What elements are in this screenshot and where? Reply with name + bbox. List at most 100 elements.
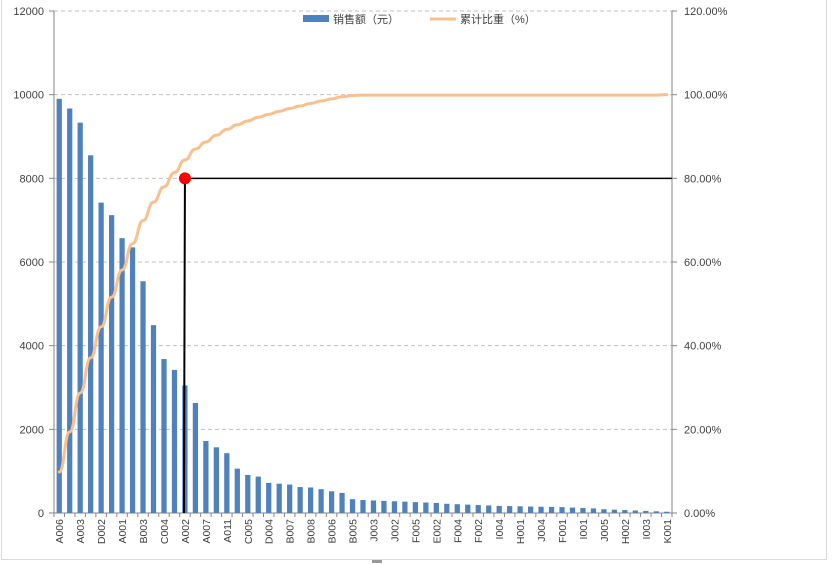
bar-g001 (318, 489, 324, 513)
bar-i001 (580, 507, 586, 513)
y2-tick-label: 80.00% (684, 173, 722, 185)
bar-b009 (297, 487, 303, 513)
legend-label-sales: 销售额（元） (333, 12, 399, 26)
bar-a001 (119, 238, 125, 513)
y-tick-label: 8000 (20, 173, 44, 185)
bar-d004 (266, 482, 272, 513)
x-tick-label: A007 (201, 519, 213, 544)
bar-c001 (108, 215, 115, 513)
bar-d003 (255, 476, 261, 513)
bar-j002 (391, 501, 398, 513)
x-tick-label: D002 (96, 519, 108, 544)
bar-d001 (234, 468, 240, 513)
x-tick-label: F005 (410, 519, 422, 543)
x-tick-label: J004 (536, 519, 548, 542)
bar-a011 (224, 453, 230, 513)
bar-c002 (192, 402, 199, 513)
bar-g002 (339, 492, 345, 513)
y2-tick-label: 40.00% (684, 341, 722, 353)
x-tick-label: I003 (641, 519, 653, 540)
bar-f001 (548, 506, 555, 513)
y-tick-label: 2000 (20, 424, 44, 436)
x-tick-label: I004 (494, 519, 506, 540)
bar-a003 (77, 122, 83, 513)
bar-g003 (360, 500, 366, 513)
bar-h002 (622, 510, 628, 513)
x-tick-label: D004 (264, 519, 276, 544)
cumulative-line (57, 93, 669, 474)
bar-i003 (643, 510, 649, 513)
x-tick-label: H002 (620, 519, 632, 544)
x-tick-label: F002 (473, 519, 485, 543)
bar-j003 (370, 500, 377, 513)
bar-i002 (486, 505, 492, 513)
x-tick-label: F001 (557, 519, 569, 543)
y-tick-label: 10000 (13, 90, 44, 102)
x-tick-label: J005 (599, 519, 611, 542)
y-tick-label: 6000 (20, 257, 44, 269)
bar-e002 (433, 502, 439, 513)
bar-b007 (287, 484, 293, 513)
x-tick-label: B008 (306, 519, 318, 544)
bar-h001 (517, 506, 523, 513)
bar-a006 (56, 98, 62, 513)
bar-h003 (611, 509, 618, 513)
x-tick-label: H001 (515, 519, 527, 544)
bar-k001 (664, 511, 670, 513)
y2-tick-label: 20.00% (684, 424, 722, 436)
x-tick-label: K001 (662, 519, 674, 544)
bar-a007 (203, 441, 209, 513)
marker-80-percent (178, 172, 191, 185)
legend-swatch-sales (303, 15, 329, 22)
bar-b003 (140, 281, 146, 513)
reference-line-vertical (182, 178, 186, 514)
x-tick-label: I001 (578, 519, 590, 540)
y-tick-label: 12000 (13, 6, 44, 18)
y2-tick-label: 120.00% (684, 6, 728, 18)
bar-f001 (559, 507, 565, 513)
resize-handle[interactable] (372, 560, 382, 563)
bar-c004 (161, 359, 167, 513)
x-tick-label: A011 (222, 519, 234, 543)
y2-tick-label: 100.00% (684, 90, 728, 102)
y2-tick-label: 0.00% (684, 508, 715, 520)
x-tick-label: C005 (243, 519, 255, 544)
bar-f002 (475, 505, 481, 513)
bar-a008 (213, 447, 219, 513)
bar-k002 (632, 510, 638, 513)
bar-i004 (496, 505, 502, 513)
x-tick-label: J002 (389, 519, 401, 542)
bar-j007 (590, 508, 597, 513)
bar-d002 (98, 202, 104, 513)
x-tick-label: B003 (138, 519, 150, 544)
bar-b001 (67, 108, 73, 513)
x-tick-label: B007 (285, 519, 297, 544)
bar-b002 (150, 325, 157, 513)
bar-f002 (402, 501, 408, 513)
bar-a004 (88, 155, 94, 513)
x-tick-label: B005 (348, 519, 360, 544)
bar-i005 (527, 506, 534, 513)
bar-b008 (308, 487, 314, 513)
bar-b004 (129, 247, 136, 513)
y-tick-label: 4000 (20, 341, 44, 353)
x-tick-label: E002 (431, 519, 443, 544)
x-tick-label: F004 (452, 519, 464, 543)
x-tick-label: B006 (327, 519, 339, 544)
x-tick-label: A002 (180, 519, 192, 544)
x-tick-label: J003 (368, 519, 380, 542)
x-tick-label: A001 (117, 519, 129, 544)
legend-label-cumulative: 累计比重（%） (460, 12, 536, 26)
y-tick-label: 0 (38, 508, 44, 520)
bar-j006 (569, 507, 576, 513)
bar-f005 (412, 502, 418, 513)
bar-j005 (601, 509, 607, 513)
x-tick-label: A003 (75, 519, 87, 544)
bar-f004 (454, 504, 460, 513)
bar-e001 (465, 504, 471, 513)
bar-f006 (444, 503, 450, 513)
bar-b006 (328, 491, 335, 513)
